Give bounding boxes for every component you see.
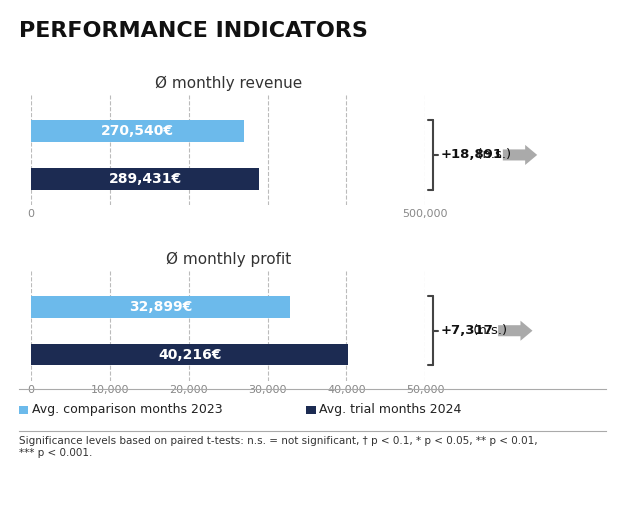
Bar — [31, 296, 291, 317]
Title: Ø monthly profit: Ø monthly profit — [166, 252, 291, 267]
Text: Avg. trial months 2024: Avg. trial months 2024 — [319, 404, 462, 416]
Bar — [31, 120, 244, 142]
Bar — [31, 168, 259, 189]
Bar — [31, 344, 348, 366]
Text: Avg. comparison months 2023: Avg. comparison months 2023 — [32, 404, 222, 416]
Text: PERFORMANCE INDICATORS: PERFORMANCE INDICATORS — [19, 21, 367, 41]
Text: (n.s.): (n.s.) — [469, 324, 507, 337]
Text: 289,431€: 289,431€ — [109, 172, 182, 186]
Text: Significance levels based on paired t-tests: n.s. = not significant, † p < 0.1, : Significance levels based on paired t-te… — [19, 436, 538, 458]
Title: Ø monthly revenue: Ø monthly revenue — [154, 76, 302, 92]
Text: +7,317: +7,317 — [441, 324, 493, 337]
Text: 32,899€: 32,899€ — [129, 300, 192, 314]
Text: (n.s.): (n.s.) — [474, 149, 512, 161]
Text: 270,540€: 270,540€ — [101, 124, 174, 138]
Text: 40,216€: 40,216€ — [158, 348, 221, 362]
Text: +18,891: +18,891 — [441, 149, 503, 161]
